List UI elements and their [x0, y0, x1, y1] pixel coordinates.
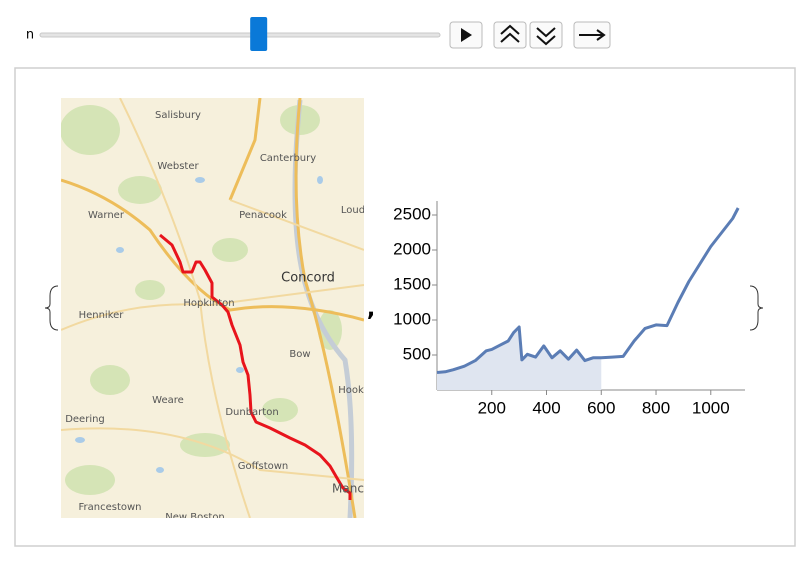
- place-label: Manc: [332, 482, 364, 496]
- place-label: Hook: [338, 385, 364, 396]
- map: Salisbury Webster Canterbury Warner Pena…: [61, 98, 365, 523]
- x-tick-label: 1000: [692, 398, 730, 417]
- place-label: Canterbury: [260, 153, 316, 164]
- place-label: Dunbarton: [225, 407, 278, 418]
- open-brace: [44, 285, 59, 331]
- place-label: Bow: [289, 349, 310, 360]
- y-tick-label: 500: [403, 344, 431, 363]
- x-tick-label: 800: [642, 398, 670, 417]
- place-label: Salisbury: [155, 110, 201, 121]
- place-label: Penacook: [239, 210, 287, 221]
- place-label: Goffstown: [238, 461, 289, 472]
- place-label: Warner: [88, 210, 125, 221]
- data-line: [436, 207, 740, 374]
- play-button[interactable]: [449, 21, 483, 49]
- comma: ,: [367, 297, 375, 322]
- place-label: Concord: [281, 271, 335, 286]
- place-label: Hopkinton: [183, 298, 234, 309]
- place-label: Webster: [157, 161, 199, 172]
- route: [159, 233, 352, 500]
- slower-button[interactable]: [529, 21, 563, 49]
- place-label: Loud: [341, 205, 365, 216]
- x-tick-label: 200: [478, 398, 506, 417]
- y-tick-label: 2500: [393, 204, 431, 223]
- slider-thumb[interactable]: [250, 17, 268, 51]
- faster-button[interactable]: [493, 21, 527, 49]
- filled-area: [437, 327, 602, 390]
- place-label: New Boston: [165, 512, 225, 523]
- direction-button[interactable]: [573, 21, 611, 49]
- x-tick-label: 600: [587, 398, 615, 417]
- y-tick-label: 1500: [393, 274, 431, 293]
- place-label: Weare: [152, 395, 184, 406]
- y-tick-label: 2000: [393, 239, 431, 258]
- place-label: Henniker: [79, 310, 125, 321]
- close-brace: [749, 285, 764, 331]
- y-tick-label: 1000: [393, 309, 431, 328]
- slider-track[interactable]: [39, 32, 441, 38]
- slider[interactable]: [39, 17, 441, 51]
- chart: 200 400 600 800 1000 500 1000 1500 2000 2500: [393, 201, 745, 417]
- x-tick-label: 400: [532, 398, 560, 417]
- place-label: Francestown: [78, 502, 141, 513]
- slider-label: n: [26, 28, 34, 43]
- place-label: Deering: [65, 414, 105, 425]
